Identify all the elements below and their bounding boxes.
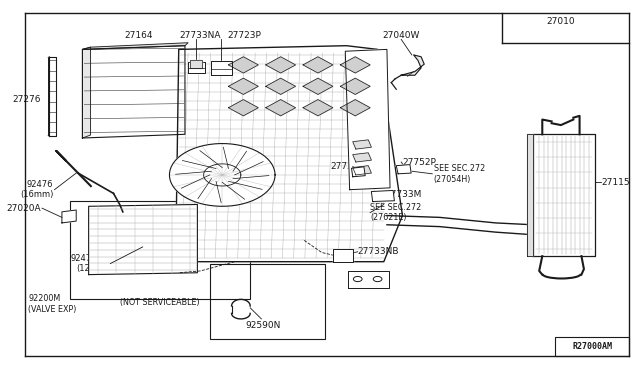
- Polygon shape: [175, 46, 403, 262]
- Polygon shape: [348, 271, 388, 288]
- Polygon shape: [371, 190, 394, 202]
- Bar: [555, 337, 629, 356]
- Polygon shape: [228, 100, 259, 116]
- Polygon shape: [353, 153, 371, 162]
- Polygon shape: [190, 61, 202, 68]
- Polygon shape: [266, 100, 296, 116]
- Bar: [70, 201, 250, 299]
- Text: SEE SEC.272
(27054H): SEE SEC.272 (27054H): [433, 164, 484, 183]
- Bar: [210, 263, 324, 339]
- Text: 92476
(16mm): 92476 (16mm): [20, 180, 53, 199]
- Text: 27733NB: 27733NB: [357, 247, 399, 256]
- Text: 27752P: 27752P: [403, 157, 436, 167]
- Text: 27040W: 27040W: [383, 31, 420, 40]
- Polygon shape: [340, 57, 370, 73]
- Polygon shape: [353, 140, 371, 149]
- Polygon shape: [401, 55, 424, 75]
- Text: SEE SEC.272
(27621E): SEE SEC.272 (27621E): [370, 203, 421, 222]
- Polygon shape: [353, 166, 371, 175]
- Polygon shape: [333, 249, 353, 262]
- Polygon shape: [266, 78, 296, 94]
- Text: 27174Q: 27174Q: [355, 278, 390, 286]
- Polygon shape: [527, 134, 533, 256]
- Text: 27726X: 27726X: [330, 162, 365, 171]
- Polygon shape: [303, 100, 333, 116]
- Polygon shape: [266, 57, 296, 73]
- Text: 27733M: 27733M: [386, 190, 422, 199]
- Polygon shape: [533, 134, 595, 256]
- Polygon shape: [351, 167, 365, 177]
- Polygon shape: [346, 49, 390, 190]
- Circle shape: [353, 276, 362, 282]
- Text: 27733NA: 27733NA: [180, 31, 221, 40]
- Polygon shape: [83, 43, 188, 49]
- Text: 27723P: 27723P: [227, 31, 261, 40]
- Polygon shape: [211, 61, 232, 75]
- Polygon shape: [340, 78, 370, 94]
- Circle shape: [373, 276, 382, 282]
- Polygon shape: [303, 78, 333, 94]
- Polygon shape: [83, 47, 90, 138]
- Polygon shape: [303, 57, 333, 73]
- Polygon shape: [88, 205, 197, 275]
- Polygon shape: [228, 57, 259, 73]
- Text: 27276: 27276: [12, 95, 41, 104]
- Text: R27000AM: R27000AM: [572, 342, 612, 351]
- Text: 27020A: 27020A: [6, 203, 41, 213]
- Polygon shape: [49, 57, 56, 136]
- Text: 92200M
(VALVE EXP): 92200M (VALVE EXP): [28, 295, 77, 314]
- Text: (NOT SERVICEABLE): (NOT SERVICEABLE): [120, 298, 200, 307]
- Polygon shape: [396, 164, 411, 174]
- Polygon shape: [83, 46, 185, 138]
- Text: 27115: 27115: [602, 178, 630, 187]
- Polygon shape: [188, 62, 205, 73]
- Text: 27164: 27164: [124, 31, 152, 40]
- Polygon shape: [170, 144, 275, 206]
- Text: 92476+A
(12mm): 92476+A (12mm): [70, 254, 109, 273]
- Polygon shape: [340, 100, 370, 116]
- Text: 92590N: 92590N: [245, 321, 280, 330]
- Text: 27010: 27010: [547, 17, 575, 26]
- Polygon shape: [228, 78, 259, 94]
- Polygon shape: [62, 210, 76, 223]
